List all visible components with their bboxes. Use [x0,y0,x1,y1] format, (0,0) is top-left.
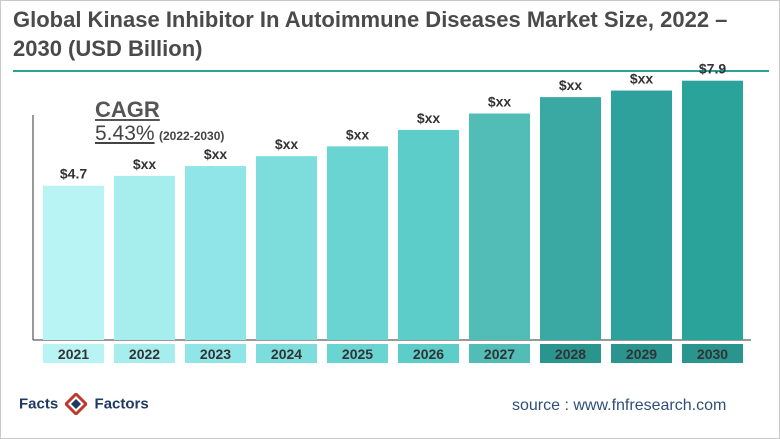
source-citation: source : www.fnfresearch.com [512,397,727,414]
data-label-2021: $4.7 [60,166,87,182]
bar-2025 [327,146,388,340]
data-label-2025: $xx [346,126,370,142]
x-tick-label-2030: 2030 [697,346,728,362]
data-label-2022: $xx [133,156,157,172]
x-tick-label-2027: 2027 [484,346,515,362]
year-band-2023 [185,344,246,363]
cagr-value: 5.43% [95,122,155,145]
logo-text-left: Facts [19,395,59,413]
logo-mark-icon [65,393,88,415]
x-tick-label-2026: 2026 [413,346,444,362]
x-tick-label-2022: 2022 [129,346,160,362]
data-label-2027: $xx [488,94,512,110]
bar-2030 [682,80,743,340]
data-label-2026: $xx [417,110,441,126]
x-tick-label-2023: 2023 [200,346,231,362]
bar-2024 [256,156,317,340]
x-tick-label-2025: 2025 [342,346,373,362]
bar-2029 [611,90,672,341]
data-label-2024: $xx [275,136,299,152]
bar-2023 [185,166,246,340]
data-label-2030: $7.9 [699,61,726,77]
year-band-2026 [398,344,459,363]
data-label-2028: $xx [559,77,583,93]
cagr-callout: CAGR 5.43% (2022-2030) [95,98,224,146]
year-band-2028 [540,344,601,363]
data-label-2023: $xx [204,146,228,162]
cagr-label: CAGR [95,97,160,122]
year-band-2030 [682,344,743,363]
year-band-2022 [114,344,175,363]
bar-2026 [398,129,459,340]
data-label-2029: $xx [630,71,654,87]
title-divider [13,70,769,72]
year-band-2021 [43,344,104,363]
chart-title: Global Kinase Inhibitor In Autoimmune Di… [13,7,728,61]
logo-text-right: Factors [94,395,149,413]
year-band-2029 [611,344,672,363]
x-tick-label-2029: 2029 [626,346,657,362]
cagr-period: (2022-2030) [159,129,225,143]
year-band-2027 [469,344,530,363]
bar-2028 [540,97,601,340]
x-tick-label-2028: 2028 [555,346,586,362]
bar-2027 [469,113,530,341]
facts-factors-logo: Facts Factors [19,393,149,415]
year-band-2025 [327,344,388,363]
bar-2021 [43,185,104,340]
year-band-2024 [256,344,317,363]
x-tick-label-2021: 2021 [58,346,89,362]
x-tick-label-2024: 2024 [271,346,302,362]
bar-2022 [114,175,175,340]
